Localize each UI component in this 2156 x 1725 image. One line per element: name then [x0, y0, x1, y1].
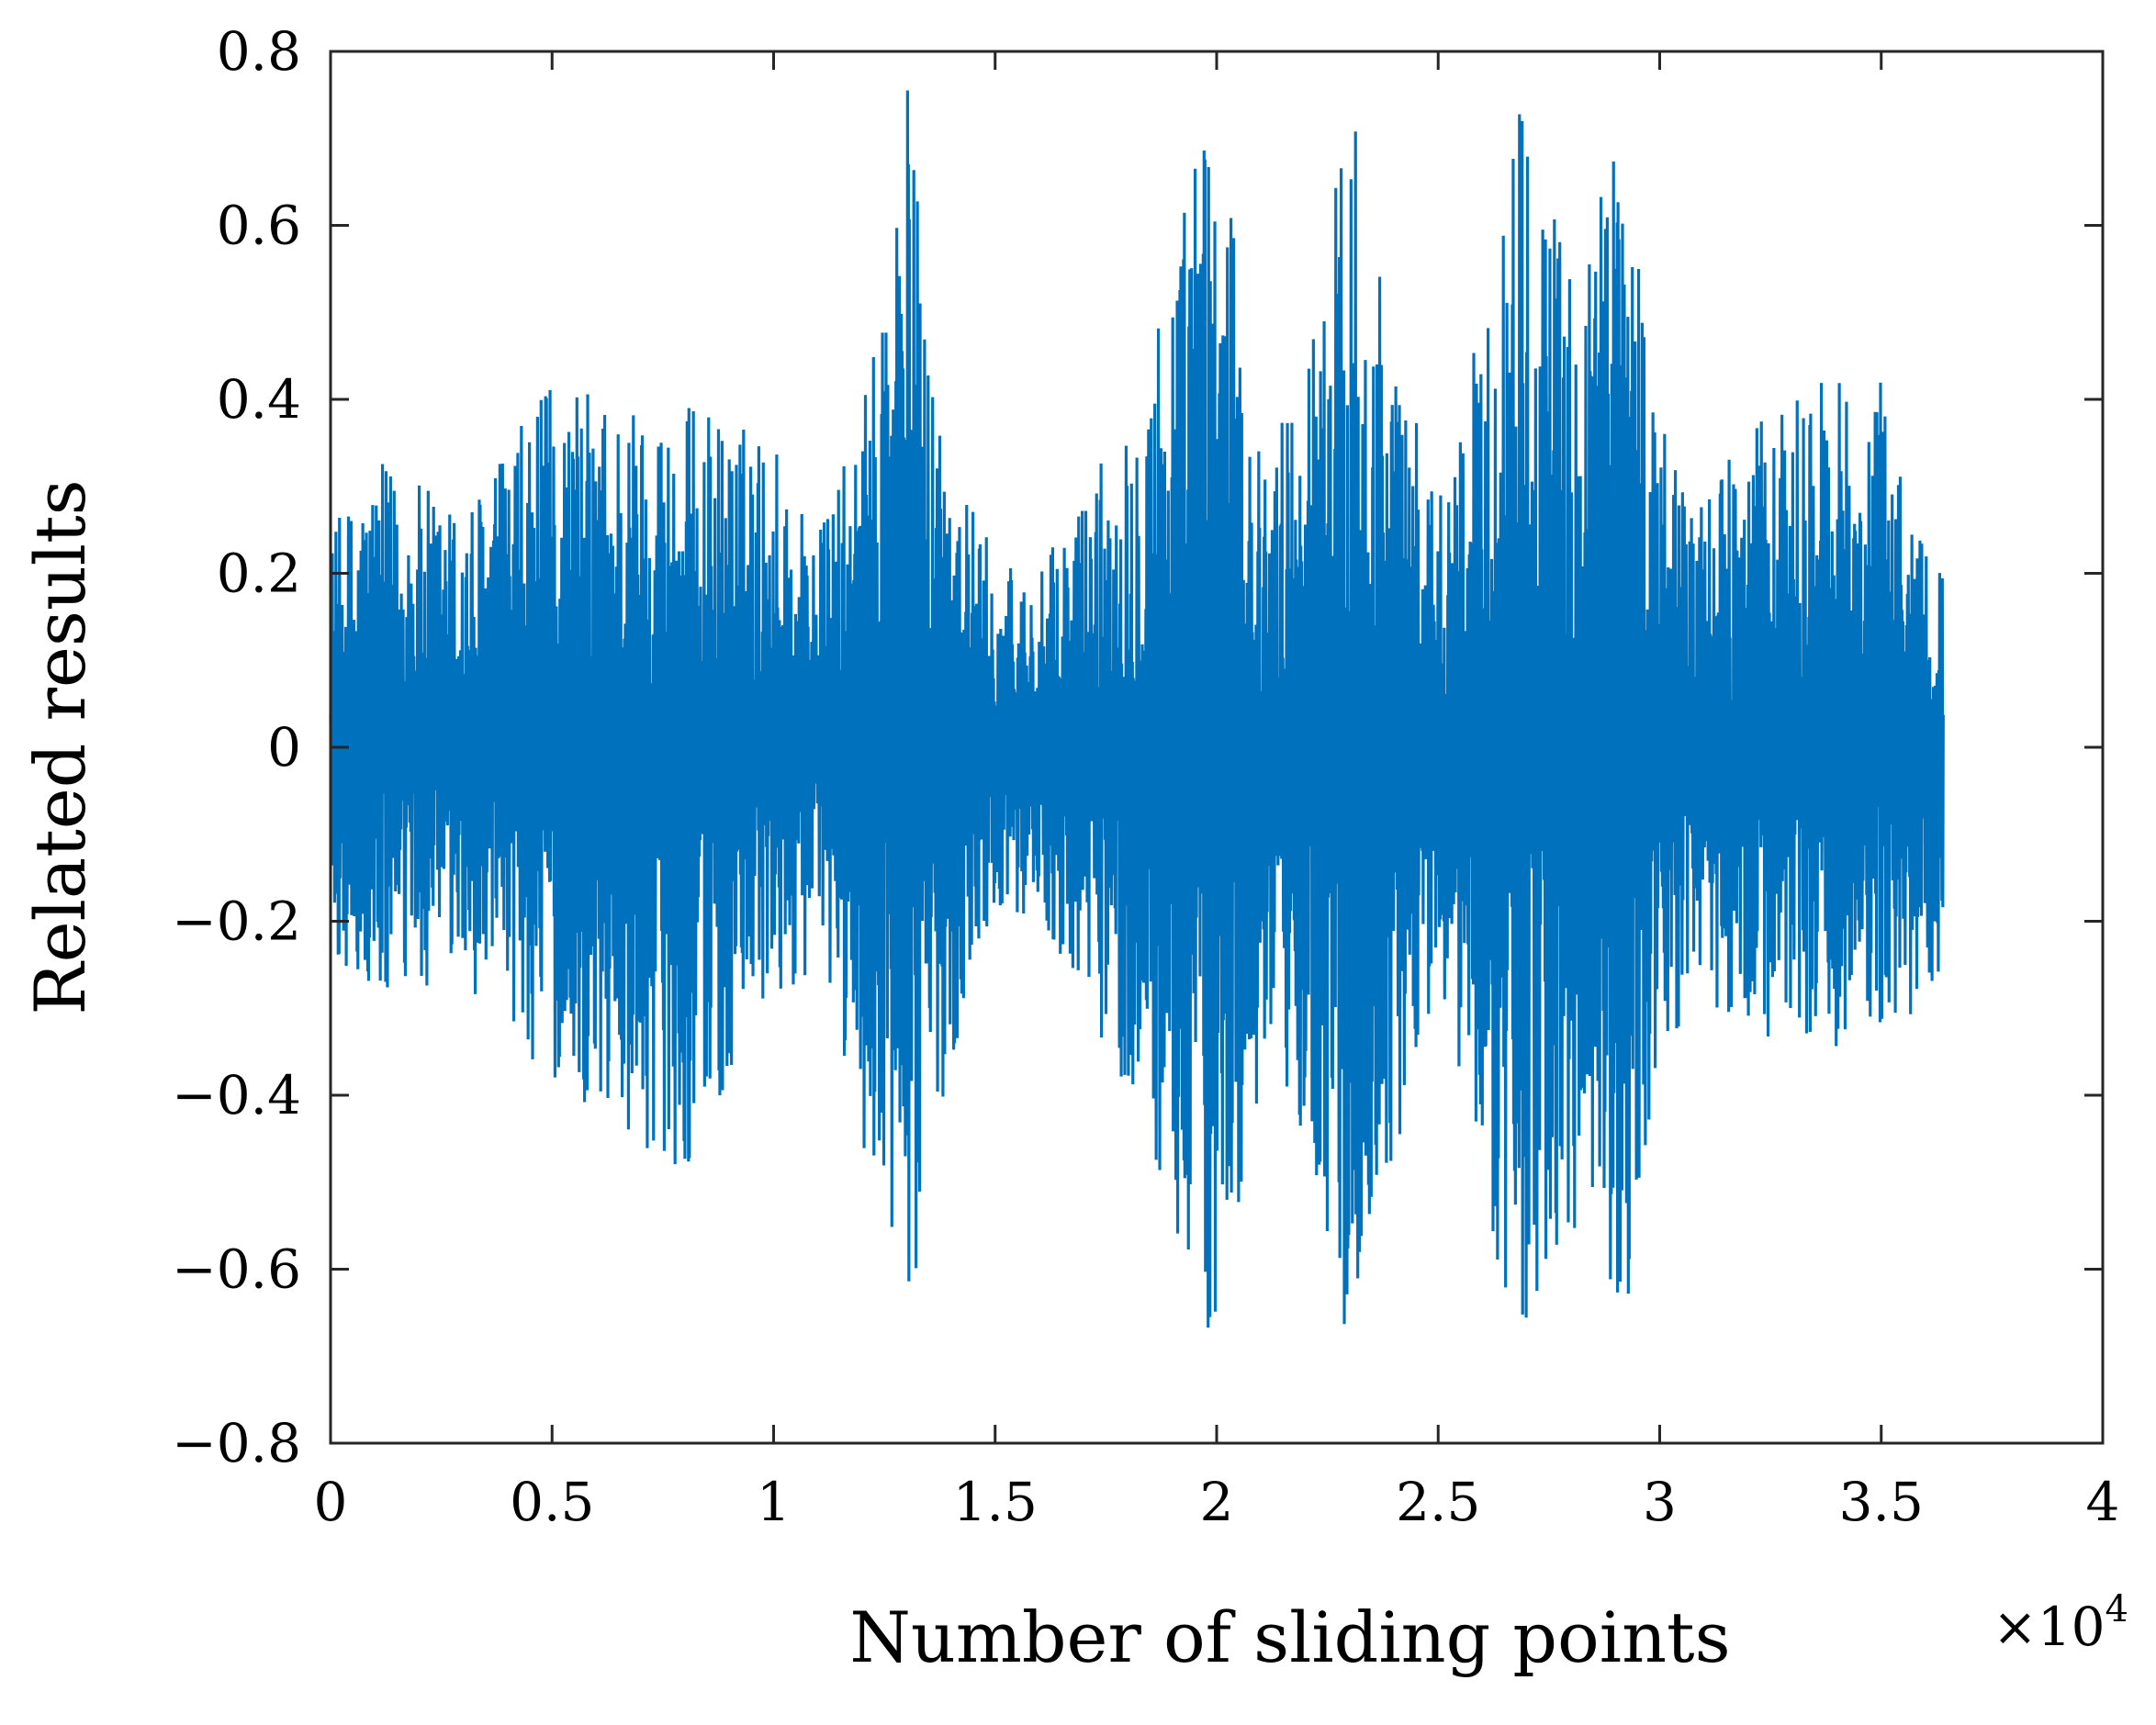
x-tick-label: 4 — [2086, 1471, 2120, 1533]
x-axis-title: Number of sliding points — [849, 1596, 1730, 1678]
x-tick-label: 2.5 — [1396, 1471, 1480, 1533]
x-axis-multiplier-base: ×10 — [1993, 1596, 2105, 1658]
y-axis-title: Related results — [19, 479, 101, 1014]
y-tick-label: 0.4 — [217, 368, 301, 431]
series-layer — [329, 90, 1945, 1328]
x-tick-label: 2 — [1200, 1471, 1234, 1533]
tick-layer: 0 0.5 1 1.5 2 2.5 3 3.5 4 −0.8 −0.6 −0.4 −0.2 0 0.2 0.4… — [172, 20, 2119, 1533]
y-tick-label: −0.4 — [172, 1064, 301, 1126]
x-axis-multiplier: ×104 — [1993, 1588, 2128, 1658]
y-tick-label: 0.2 — [217, 543, 301, 605]
x-tick-label: 3 — [1643, 1471, 1677, 1533]
y-tick-label: −0.8 — [172, 1412, 301, 1474]
y-tick-label: −0.6 — [172, 1238, 301, 1301]
x-tick-label: 1 — [757, 1471, 791, 1533]
label-layer: Number of sliding points Related results… — [19, 479, 2128, 1678]
y-tick-label: 0 — [267, 716, 301, 778]
series-line — [329, 90, 1945, 1328]
x-axis-multiplier-exponent: 4 — [2105, 1588, 2128, 1630]
x-tick-label: 3.5 — [1839, 1471, 1924, 1533]
x-tick-label: 0.5 — [510, 1471, 594, 1533]
y-tick-label: 0.8 — [217, 20, 301, 83]
y-tick-label: −0.2 — [172, 891, 301, 953]
y-tick-label: 0.6 — [217, 195, 301, 257]
x-tick-label: 0 — [314, 1471, 348, 1533]
x-tick-label: 1.5 — [953, 1471, 1038, 1533]
